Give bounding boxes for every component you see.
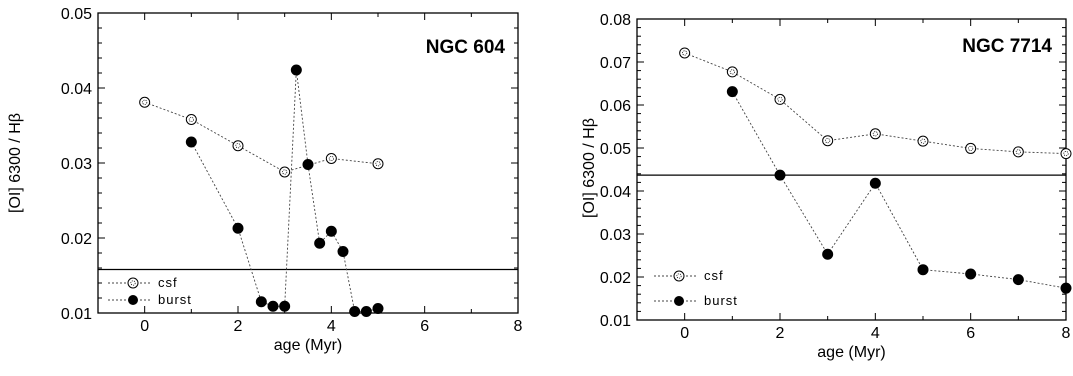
- chart-ngc-7714: 0 2 4 6 8 0.01 0.02 0.03 0.04 0.05 0.06 0.07 0.08 age…: [581, 12, 1072, 361]
- point-csf-inner: [682, 50, 688, 56]
- point-csf: [139, 96, 151, 108]
- x-tick-label: 2: [234, 318, 243, 335]
- point-csf: [726, 66, 738, 78]
- point-csf: [917, 135, 929, 147]
- point-burst: [822, 248, 834, 260]
- series-line-burst: [190, 69, 379, 312]
- series-line-burst: [731, 91, 1067, 289]
- legend-marker-burst: [128, 295, 138, 305]
- y-tick-label: 0.04: [61, 81, 92, 98]
- point-burst: [290, 64, 302, 76]
- y-tick-label: 0.05: [61, 6, 92, 23]
- x-tick-label: 0: [140, 318, 149, 335]
- chart-ngc-604: 0 2 4 6 8 0.01 0.02 0.03 0.04 0.05 age (Myr) [OI] 6…: [7, 6, 523, 354]
- point-burst: [1060, 282, 1072, 294]
- y-axis-label: [OI] 6300 / Hβ: [581, 118, 598, 218]
- point-burst: [774, 169, 786, 181]
- legend-label-csf: csf: [158, 275, 178, 290]
- point-csf-inner: [282, 169, 288, 175]
- point-csf-inner: [777, 96, 783, 102]
- point-csf: [185, 114, 197, 125]
- chart-title: NGC 604: [426, 37, 506, 58]
- point-csf-inner: [328, 155, 334, 162]
- point-csf-inner: [1015, 149, 1021, 155]
- point-csf-inner: [235, 143, 241, 149]
- point-csf: [679, 47, 691, 59]
- x-axis-label: age (Myr): [274, 337, 342, 354]
- point-csf-inner: [872, 131, 878, 137]
- point-csf: [1060, 148, 1072, 160]
- point-csf-inner: [729, 69, 735, 75]
- chart-title: NGC 7714: [962, 36, 1052, 57]
- point-burst: [965, 268, 977, 280]
- point-burst: [185, 136, 197, 148]
- point-burst: [302, 159, 314, 170]
- point-burst: [279, 300, 291, 312]
- point-csf-inner: [920, 138, 926, 144]
- point-csf-inner: [968, 145, 974, 151]
- legend-label-burst: burst: [158, 292, 192, 307]
- y-tick-label: 0.07: [600, 55, 631, 72]
- y-tick-label: 0.03: [61, 156, 92, 173]
- point-burst: [349, 306, 361, 317]
- legend-label-burst: burst: [704, 293, 738, 308]
- x-tick-label: 6: [966, 325, 975, 342]
- point-csf: [965, 142, 977, 154]
- point-csf-inner: [1063, 151, 1069, 157]
- point-burst: [1012, 274, 1024, 286]
- point-burst: [360, 306, 372, 317]
- point-csf-inner: [142, 99, 148, 105]
- legend-marker-csf: [127, 277, 139, 289]
- y-tick-label: 0.04: [600, 184, 631, 201]
- point-csf: [325, 153, 337, 164]
- point-burst: [337, 246, 349, 257]
- point-csf-inner: [825, 138, 831, 144]
- point-burst: [917, 264, 929, 276]
- y-tick-label: 0.06: [600, 98, 631, 115]
- point-burst: [267, 300, 279, 312]
- point-burst: [314, 237, 326, 249]
- x-axis-label: age (Myr): [817, 344, 885, 361]
- point-burst: [726, 86, 738, 98]
- legend-marker-burst: [674, 296, 684, 306]
- x-tick-label: 8: [514, 318, 523, 335]
- point-csf: [1012, 146, 1024, 158]
- x-tick-label: 6: [420, 318, 429, 335]
- point-burst: [255, 296, 267, 308]
- y-tick-label: 0.03: [600, 227, 631, 244]
- point-csf: [774, 93, 786, 105]
- x-tick-label: 4: [327, 318, 336, 335]
- x-tick-label: 0: [680, 325, 689, 342]
- y-axis-label: [OI] 6300 / Hβ: [7, 113, 24, 213]
- plot-frame: [636, 18, 1067, 321]
- point-burst: [372, 303, 384, 314]
- point-burst: [232, 222, 244, 234]
- point-csf: [232, 140, 244, 152]
- y-tick-label: 0.05: [600, 141, 631, 158]
- legend-label-csf: csf: [704, 268, 724, 283]
- x-tick-label: 8: [1062, 325, 1071, 342]
- y-tick-label: 0.01: [600, 313, 631, 330]
- point-csf: [822, 135, 834, 147]
- series-line-csf: [144, 101, 379, 173]
- y-tick-label: 0.02: [600, 270, 631, 287]
- point-burst: [325, 225, 337, 237]
- legend-marker-csf: [673, 270, 685, 282]
- point-csf-inner: [375, 161, 381, 167]
- point-csf: [279, 166, 291, 178]
- y-tick-label: 0.01: [61, 306, 92, 323]
- x-tick-label: 2: [776, 325, 785, 342]
- point-csf: [372, 158, 384, 170]
- x-tick-label: 4: [871, 325, 880, 342]
- y-tick-label: 0.08: [600, 12, 631, 29]
- legend-marker-inner-csf: [676, 273, 682, 279]
- point-burst: [869, 177, 881, 189]
- legend-marker-inner-csf: [130, 280, 136, 286]
- point-csf: [869, 128, 881, 140]
- point-csf-inner: [188, 116, 194, 123]
- y-tick-label: 0.02: [61, 231, 92, 248]
